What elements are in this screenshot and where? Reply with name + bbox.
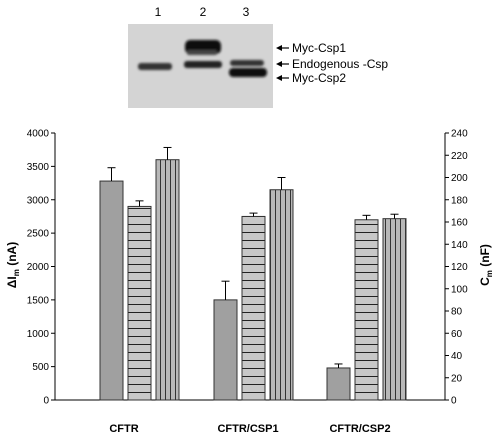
right-tick-label: 220 xyxy=(451,151,468,162)
right-tick-label: 60 xyxy=(451,329,463,340)
right-tick-label: 40 xyxy=(451,351,463,362)
bar-cftr-csp2-series2 xyxy=(354,219,379,401)
band-lane2-endogenous xyxy=(184,61,222,68)
blot-label-endogenous: Endogenous -Csp xyxy=(292,57,388,71)
bar-chart: 0 500 1000 1500 2000 2500 3000 3500 4000 0 20 40 60… xyxy=(5,129,494,436)
blot-label-myc-csp1: Myc-Csp1 xyxy=(292,41,346,55)
bar-cftr-csp1-series3 xyxy=(269,189,294,401)
band-lane3-myc-csp2 xyxy=(229,68,267,77)
band-lane2-smear xyxy=(187,50,217,55)
right-tick-label: 160 xyxy=(451,218,468,229)
lane-label-1: 1 xyxy=(155,5,162,19)
right-tick-label: 80 xyxy=(451,307,463,318)
left-tick-label: 1000 xyxy=(27,329,50,340)
left-tick-label: 0 xyxy=(43,396,49,407)
left-tick-label: 2000 xyxy=(27,262,50,273)
left-axis-ticks: 0 500 1000 1500 2000 2500 3000 3500 4000 xyxy=(27,129,55,407)
left-tick-label: 4000 xyxy=(27,129,50,140)
left-tick-label: 500 xyxy=(32,362,49,373)
blot-label-myc-csp2: Myc-Csp2 xyxy=(292,71,346,85)
right-tick-label: 20 xyxy=(451,373,463,384)
bars xyxy=(99,146,407,401)
bar-cftr-csp2-series1 xyxy=(326,367,351,401)
left-tick-label: 3000 xyxy=(27,195,50,206)
category-label: CFTR/CSP2 xyxy=(329,423,390,435)
band-lane3-endogenous xyxy=(230,60,264,66)
blot-arrow-myc-csp2 xyxy=(276,75,289,81)
bar-cftr-series2 xyxy=(127,205,152,401)
left-tick-label: 1500 xyxy=(27,295,50,306)
bar-cftr-csp1-series2 xyxy=(241,215,266,401)
right-tick-label: 140 xyxy=(451,240,468,251)
category-labels: CFTR CFTR/CSP1 CFTR/CSP2 xyxy=(109,423,390,435)
bar-cftr-csp1-series1 xyxy=(213,299,238,401)
right-tick-label: 180 xyxy=(451,195,468,206)
right-tick-label: 240 xyxy=(451,129,468,140)
y-axis-left-title: ΔIm (nA) xyxy=(5,242,21,288)
right-tick-label: 200 xyxy=(451,173,468,184)
bar-cftr-series1 xyxy=(99,180,124,401)
right-tick-label: 0 xyxy=(451,396,457,407)
blot-arrow-endogenous xyxy=(276,61,289,67)
lane-label-3: 3 xyxy=(243,5,250,19)
bar-cftr-csp2-series3 xyxy=(382,218,407,401)
blot-arrow-myc-csp1 xyxy=(276,45,289,51)
category-label: CFTR/CSP1 xyxy=(217,423,278,435)
right-tick-label: 100 xyxy=(451,284,468,295)
category-label: CFTR xyxy=(109,423,138,435)
right-tick-label: 120 xyxy=(451,262,468,273)
western-blot: 1 2 3 Myc-Csp1 Endogenous -Csp Myc-Csp2 xyxy=(128,5,388,108)
left-tick-label: 2500 xyxy=(27,229,50,240)
lane-label-2: 2 xyxy=(200,5,207,19)
right-axis-ticks: 0 20 40 60 80 100 120 140 160 180 200 220 240 xyxy=(445,129,468,407)
left-tick-label: 3500 xyxy=(27,162,50,173)
y-axis-right-title: Cm (nF) xyxy=(478,244,494,286)
bar-cftr-series3 xyxy=(155,159,180,401)
band-lane1-endogenous xyxy=(138,63,172,70)
